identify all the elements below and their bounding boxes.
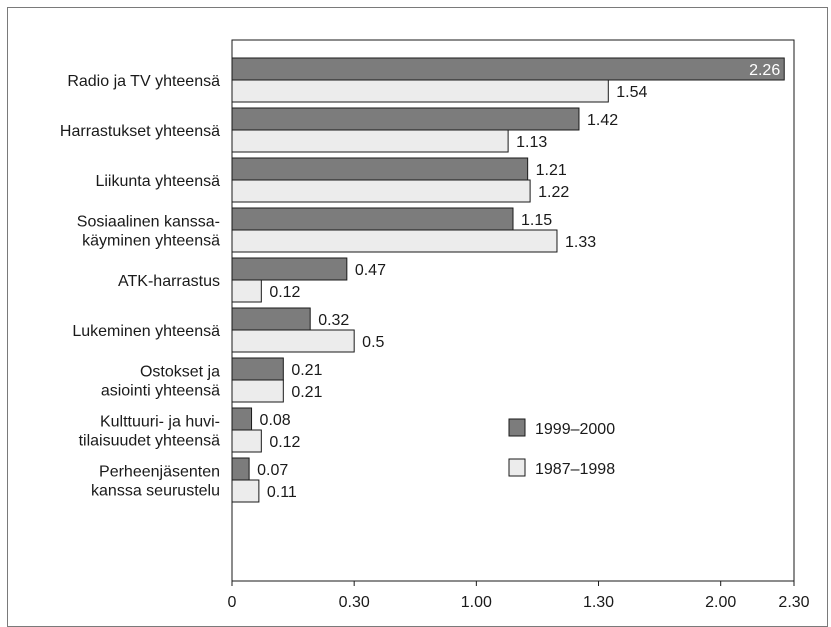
bar-series-2: [231, 129, 509, 153]
bar-series-1: [231, 257, 348, 281]
data-label: 0.11: [267, 484, 297, 501]
bar-series-2: [231, 379, 284, 403]
bar-series-1: [231, 107, 580, 131]
x-tick-label: 0.30: [339, 594, 370, 608]
category-label: ATK-harrastus: [118, 273, 220, 290]
bar-series-2: [231, 279, 262, 303]
bar-series-2: [231, 179, 531, 203]
category-label: Radio ja TV yhteensä: [67, 73, 220, 90]
data-label: 0.12: [269, 284, 300, 301]
data-label: 1.54: [616, 84, 647, 101]
bar-series-2: [231, 229, 558, 253]
bar-series-1: [231, 407, 253, 431]
category-label: Sosiaalinen kanssa-: [77, 214, 220, 231]
category-label: Ostokset ja: [140, 364, 220, 381]
data-label: 0.5: [362, 334, 384, 351]
data-label: 0.32: [318, 312, 349, 329]
category-label: käyminen yhteensä: [82, 233, 220, 250]
data-label: 0.21: [291, 384, 322, 401]
category-label: asiointi yhteensä: [101, 383, 220, 400]
category-label: Kulttuuri- ja huvi-: [100, 414, 220, 431]
data-label: 0.47: [355, 262, 386, 279]
data-label: 1.42: [587, 112, 618, 129]
data-label: 1.22: [538, 184, 569, 201]
bar-series-1: [231, 57, 785, 81]
data-label: 1.13: [516, 134, 547, 151]
bar-series-1: [231, 457, 250, 481]
legend-swatch: [508, 458, 526, 477]
legend-label: 1987–1998: [535, 461, 615, 478]
data-label: 1.15: [521, 212, 552, 229]
category-label: Liikunta yhteensä: [95, 173, 220, 190]
bar-chart: Radio ja TV yhteensä 2.26 1.54 Harrastukset…: [60, 39, 810, 608]
category-label: tilaisuudet yhteensä: [79, 433, 221, 450]
x-tick-label: 1.30: [583, 594, 614, 608]
bar-series-1: [231, 307, 311, 331]
x-tick-label: 0: [228, 594, 237, 608]
data-label: 0.07: [257, 462, 288, 479]
legend-label: 1999–2000: [535, 421, 615, 438]
legend-swatch: [508, 418, 526, 437]
data-label: 1.33: [565, 234, 596, 251]
bar-series-1: [231, 157, 529, 181]
category-label: Lukeminen yhteensä: [72, 323, 220, 340]
x-tick-label: 2.30: [778, 594, 809, 608]
bar-series-2: [231, 329, 355, 353]
category-label: Harrastukset yhteensä: [60, 123, 220, 140]
bar-series-2: [231, 429, 262, 453]
bar-series-1: [231, 207, 514, 231]
bar-series-2: [231, 479, 260, 503]
data-label: 0.12: [269, 434, 300, 451]
x-tick-label: 1.00: [461, 594, 492, 608]
category-label: kanssa seurustelu: [91, 483, 220, 500]
x-tick-label: 2.00: [705, 594, 736, 608]
data-label: 0.21: [291, 362, 322, 379]
bar-series-2: [231, 79, 609, 103]
bar-series-1: [231, 357, 284, 381]
data-label: 0.08: [260, 412, 291, 429]
data-label: 1.21: [536, 162, 567, 179]
category-label: Perheenjäsenten: [99, 464, 220, 481]
data-label: 2.26: [749, 62, 780, 79]
